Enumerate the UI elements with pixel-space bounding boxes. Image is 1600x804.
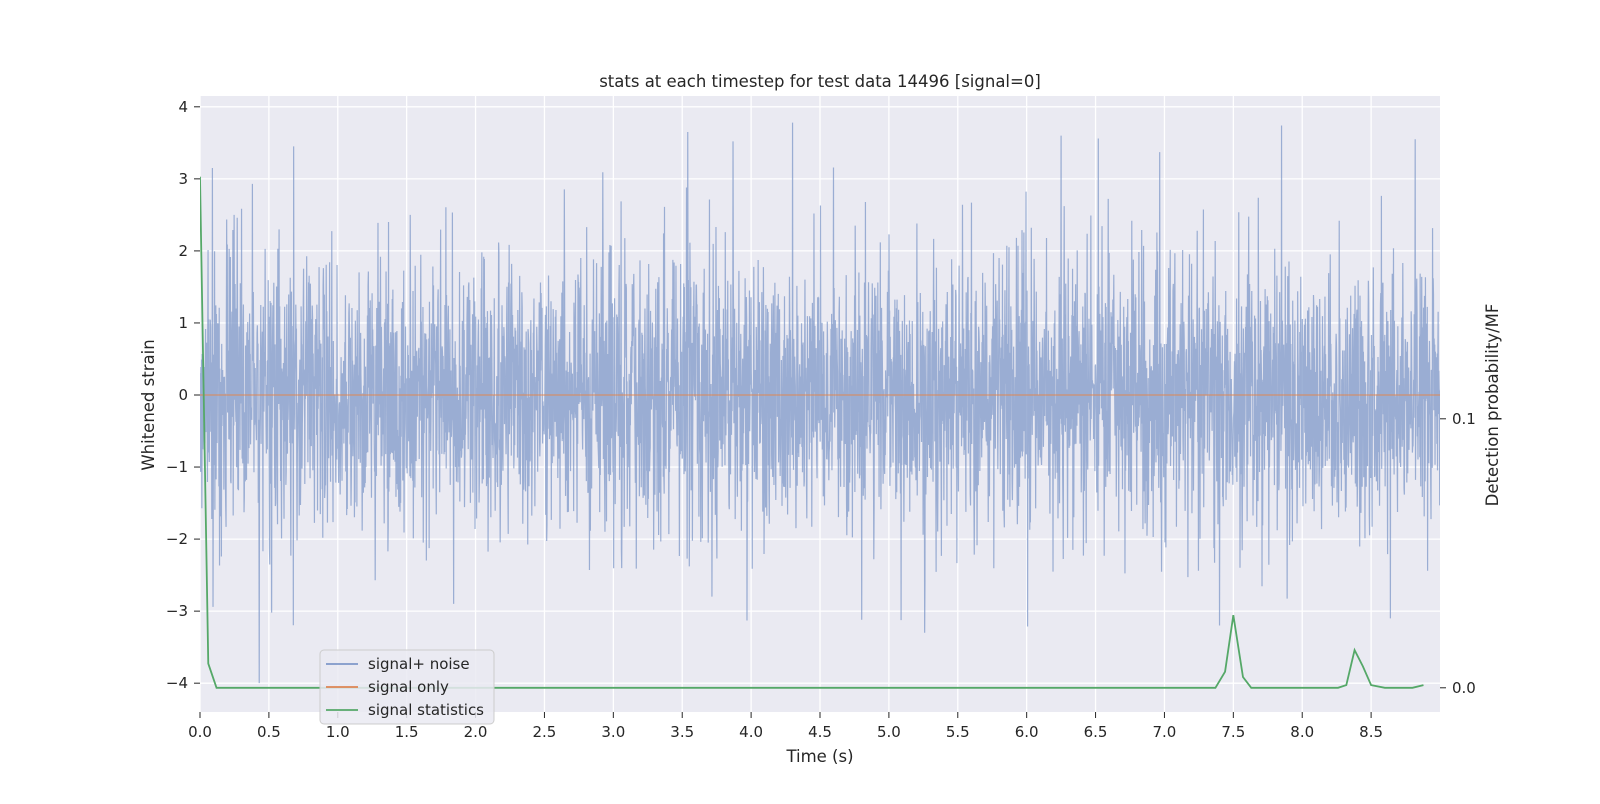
y-tick-label: 2: [178, 242, 188, 260]
x-tick-label: 5.5: [946, 723, 970, 741]
x-tick-label: 7.0: [1153, 723, 1177, 741]
y-axis-label: Whitened strain: [139, 339, 158, 470]
x-tick-label: 0.0: [188, 723, 212, 741]
x-tick-label: 2.5: [533, 723, 557, 741]
y-tick-label: −1: [166, 458, 188, 476]
y-tick-label: 0: [178, 386, 188, 404]
legend-label: signal+ noise: [368, 655, 470, 673]
x-tick-label: 1.5: [395, 723, 419, 741]
x-tick-label: 6.0: [1015, 723, 1039, 741]
x-tick-label: 2.0: [464, 723, 488, 741]
x-axis-label: Time (s): [785, 747, 853, 766]
axes: 0.0 0.5 1.0 1.5 2.0 2.5 3.0 3.5 4.0 4.5 5.0 5.5 6.0 6…: [166, 98, 1476, 741]
y2-axis-label: Detection probability/MF: [1483, 304, 1502, 507]
x-tick-label: 1.0: [326, 723, 350, 741]
x-tick-label: 3.5: [670, 723, 694, 741]
x-tick-label: 5.0: [877, 723, 901, 741]
x-tick-label: 0.5: [257, 723, 281, 741]
y2-tick-label: 0.0: [1452, 679, 1476, 697]
legend-label: signal statistics: [368, 701, 484, 719]
y-tick-label: 4: [178, 98, 188, 116]
x-tick-label: 7.5: [1221, 723, 1245, 741]
y-tick-label: 3: [178, 170, 188, 188]
y-tick-label: −2: [166, 530, 188, 548]
series-signal-noise: [200, 122, 1440, 684]
x-tick-label: 4.5: [808, 723, 832, 741]
y-tick-label: −3: [166, 602, 188, 620]
x-tick-label: 4.0: [739, 723, 763, 741]
x-tick-label: 8.0: [1290, 723, 1314, 741]
x-tick-label: 3.0: [601, 723, 625, 741]
legend-label: signal only: [368, 678, 449, 696]
x-tick-label: 8.5: [1359, 723, 1383, 741]
legend-box: [319, 649, 495, 725]
y2-tick-label: 0.1: [1452, 410, 1476, 428]
chart-title: stats at each timestep for test data 144…: [599, 72, 1041, 91]
x-tick-label: 6.5: [1084, 723, 1108, 741]
y-tick-label: 1: [178, 314, 188, 332]
y-tick-label: −4: [166, 674, 188, 692]
legend: signal+ noise signal only signal statistic…: [319, 649, 495, 725]
